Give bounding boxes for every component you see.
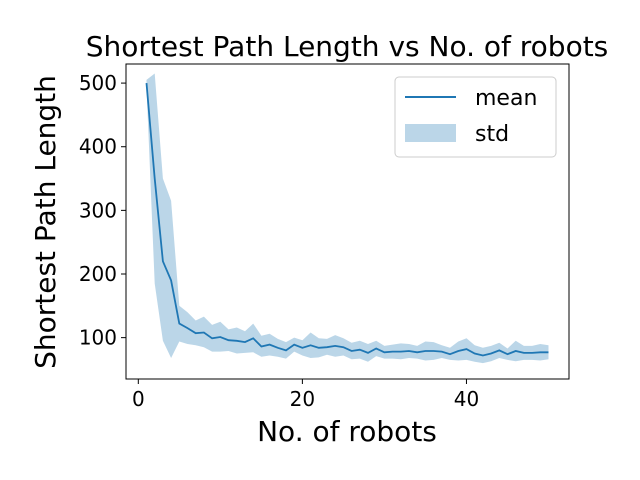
y-tick-label: 400 (79, 135, 117, 159)
x-axis-label: No. of robots (257, 415, 437, 448)
legend: mean std (394, 76, 557, 158)
legend-std-swatch (405, 124, 456, 142)
legend-mean-label: mean (475, 86, 537, 111)
y-tick-label: 200 (79, 262, 117, 286)
x-axis: 0 20 40 (132, 379, 479, 411)
plot-frame (125, 63, 570, 380)
y-axis: 100 200 300 400 500 (79, 71, 126, 350)
y-tick-label: 500 (79, 71, 117, 95)
std-band (146, 73, 549, 364)
y-tick-label: 300 (79, 198, 117, 222)
x-tick-label: 20 (290, 387, 315, 411)
mean-line (145, 83, 549, 357)
chart-title: Shortest Path Length vs No. of robots (86, 30, 609, 63)
legend-std-label: std (475, 122, 509, 147)
x-tick-label: 40 (454, 387, 479, 411)
y-axis-label: Shortest Path Length (29, 75, 62, 369)
plot-area (125, 63, 570, 380)
y-tick-label: 100 (79, 326, 117, 350)
x-tick-label: 0 (132, 387, 145, 411)
